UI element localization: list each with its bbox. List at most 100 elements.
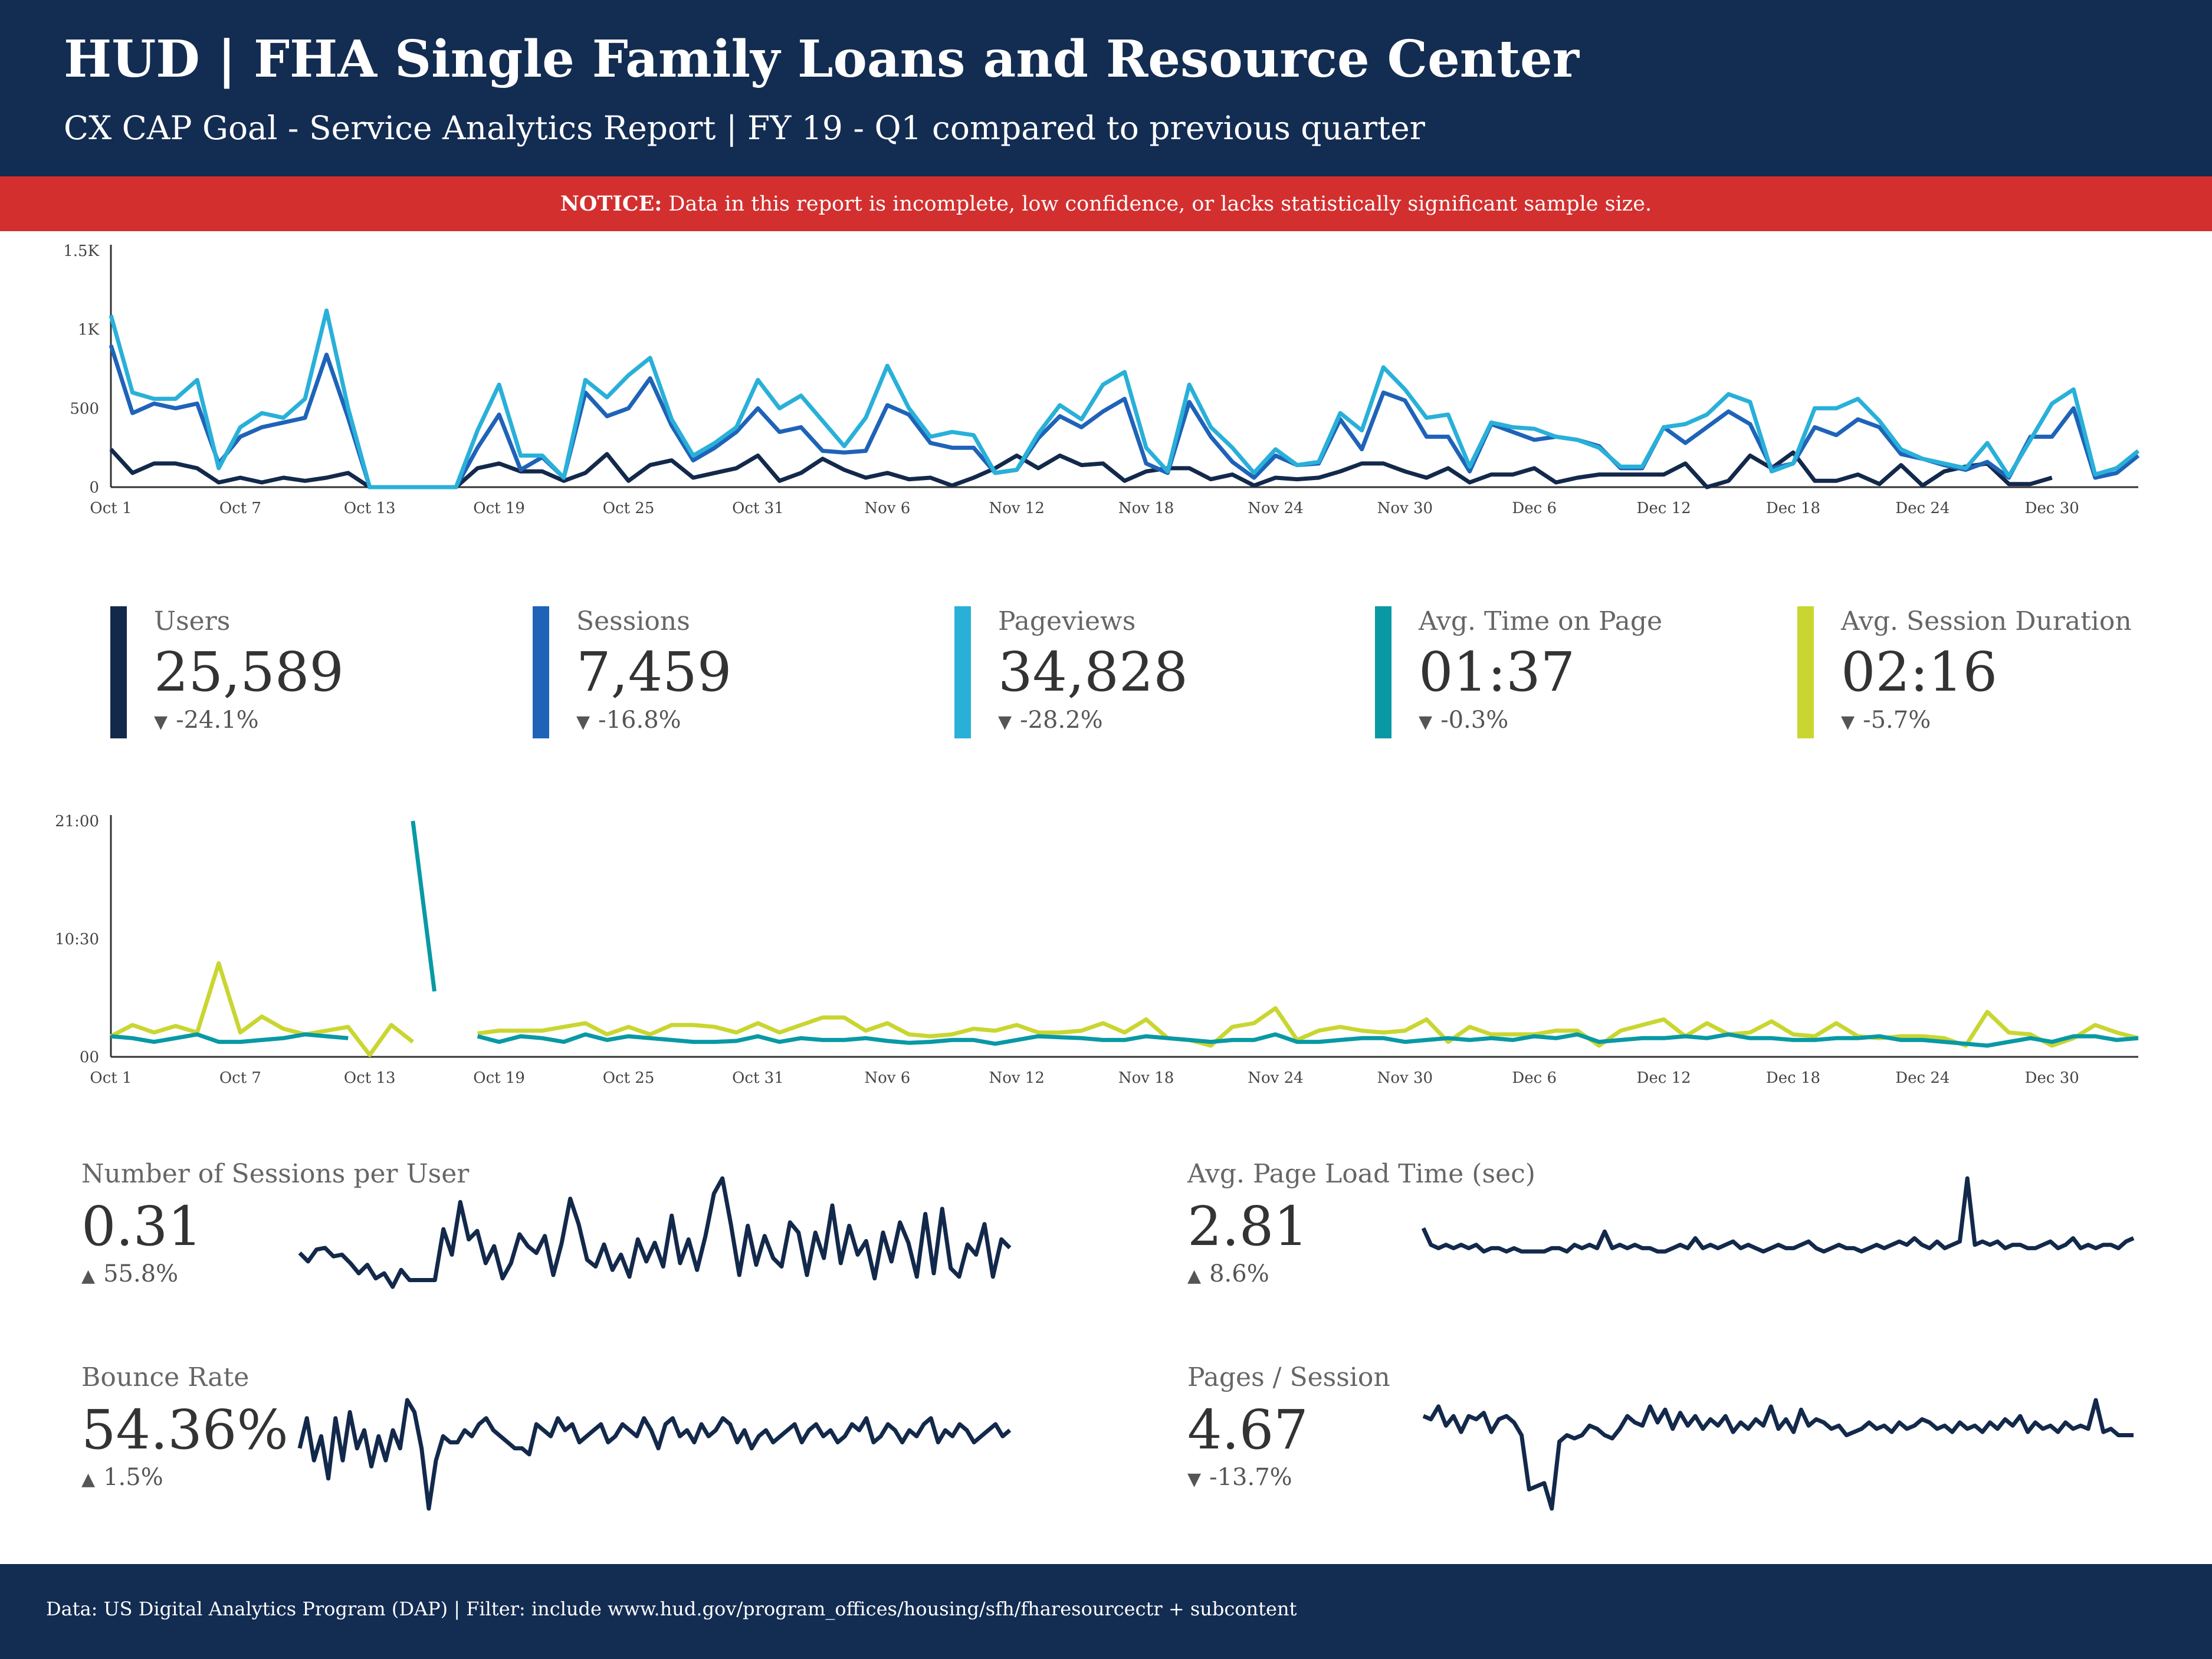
x-tick-label: Oct 19 xyxy=(473,1069,525,1087)
x-tick-label: Nov 24 xyxy=(1248,1069,1303,1087)
y-tick-label: 00 xyxy=(80,1049,99,1066)
page-subtitle: CX CAP Goal - Service Analytics Report |… xyxy=(64,109,1425,147)
kpi-change: ▼ -0.3% xyxy=(1419,707,1509,734)
kpi-color-bar xyxy=(954,606,971,738)
arrow-down-icon: ▼ xyxy=(1841,712,1855,732)
x-tick-label: Nov 30 xyxy=(1377,500,1433,517)
x-tick-label: Nov 6 xyxy=(864,500,910,517)
metric-pages-per-session: Pages / Session 4.67 ▼ -13.7% xyxy=(1187,1362,1471,1491)
series-line-users xyxy=(109,448,2053,490)
arrow-down-icon: ▼ xyxy=(1419,712,1433,732)
kpi-label: Avg. Session Duration xyxy=(1841,606,2132,636)
x-tick-label: Dec 18 xyxy=(1766,500,1820,517)
x-tick-label: Dec 30 xyxy=(2025,1069,2079,1087)
kpi-color-bar xyxy=(533,606,549,738)
traffic-line-chart: 0 500 1K 1.5K Oct 1 Oct 7 Oct 13 Oct 19 Oct 25 Oc… xyxy=(63,242,2140,517)
x-tick-label: Dec 24 xyxy=(1895,500,1950,517)
kpi-change: ▼ -28.2% xyxy=(998,707,1103,734)
kpi-value: 01:37 xyxy=(1419,640,1576,704)
kpi-label: Pageviews xyxy=(998,606,1136,636)
report-footer: Data: US Digital Analytics Program (DAP)… xyxy=(0,1564,2212,1659)
y-tick-label: 10:30 xyxy=(55,931,99,948)
kpi-value: 7,459 xyxy=(576,640,732,704)
metric-label: Bounce Rate xyxy=(81,1362,250,1392)
arrow-up-icon: ▲ xyxy=(81,1469,96,1490)
x-tick-label: Nov 30 xyxy=(1377,1069,1433,1087)
series-line-avg-time-on-page xyxy=(110,820,2139,1048)
kpi-value: 25,589 xyxy=(154,640,344,704)
report-header: HUD | FHA Single Family Loans and Resour… xyxy=(0,0,2212,176)
y-tick-label: 1.5K xyxy=(63,242,99,260)
metric-bounce-rate: Bounce Rate 54.36% ▲ 1.5% xyxy=(81,1362,365,1491)
data-source-note: Data: US Digital Analytics Program (DAP)… xyxy=(46,1598,1297,1620)
notice-banner: NOTICE: Data in this report is incomplet… xyxy=(0,176,2212,231)
bounce-rate-sparkline xyxy=(297,1398,1012,1511)
x-tick-label: Nov 12 xyxy=(989,1069,1044,1087)
x-tick-label: Oct 19 xyxy=(473,500,525,517)
arrow-down-icon: ▼ xyxy=(576,712,590,732)
x-tick-label: Oct 13 xyxy=(344,500,396,517)
sparkline-path xyxy=(297,1398,1012,1511)
x-tick-label: Oct 7 xyxy=(219,1069,261,1087)
kpi-card: Avg. Time on Page 01:37 ▼ -0.3% xyxy=(1375,606,1729,738)
kpi-label: Sessions xyxy=(576,606,690,636)
kpi-card: Pageviews 34,828 ▼ -28.2% xyxy=(954,606,1308,738)
metric-change: ▲ 8.6% xyxy=(1187,1260,1269,1287)
x-tick-label: Nov 24 xyxy=(1248,500,1303,517)
duration-line-chart: 00 10:30 21:00 Oct 1 Oct 7 Oct 13 Oct 19 Oct 25… xyxy=(55,813,2139,1087)
metric-value: 0.31 xyxy=(81,1195,202,1258)
x-tick-label: Nov 18 xyxy=(1118,500,1174,517)
x-tick-label: Nov 6 xyxy=(864,1069,910,1087)
metric-change: ▲ 55.8% xyxy=(81,1260,179,1287)
x-tick-label: Oct 13 xyxy=(344,1069,396,1087)
x-tick-label: Dec 24 xyxy=(1895,1069,1950,1087)
notice-text: Data in this report is incomplete, low c… xyxy=(662,192,1652,216)
y-tick-label: 21:00 xyxy=(55,813,99,830)
page-load-time-sparkline xyxy=(1421,1176,2135,1254)
x-tick-label: Dec 6 xyxy=(1512,500,1557,517)
x-tick-label: Nov 18 xyxy=(1118,1069,1174,1087)
series-line-sessions xyxy=(109,344,2140,490)
sessions-per-user-sparkline xyxy=(298,1176,1012,1289)
x-tick-label: Oct 7 xyxy=(219,500,261,517)
notice-label: NOTICE: xyxy=(560,192,662,216)
pages-per-session-sparkline xyxy=(1422,1398,2134,1511)
x-tick-label: Dec 6 xyxy=(1512,1069,1557,1087)
metric-value: 2.81 xyxy=(1187,1195,1308,1258)
x-tick-label: Dec 12 xyxy=(1637,1069,1691,1087)
kpi-card: Users 25,589 ▼ -24.1% xyxy=(110,606,464,738)
kpi-card: Sessions 7,459 ▼ -16.8% xyxy=(533,606,887,738)
y-tick-label: 500 xyxy=(70,400,99,418)
y-tick-label: 0 xyxy=(89,479,99,497)
sparkline-path xyxy=(1421,1176,2135,1254)
kpi-card: Avg. Session Duration 02:16 ▼ -5.7% xyxy=(1797,606,2151,738)
kpi-value: 02:16 xyxy=(1841,640,1998,704)
kpi-change: ▼ -24.1% xyxy=(154,707,259,734)
arrow-up-icon: ▲ xyxy=(1187,1266,1202,1286)
kpi-label: Users xyxy=(154,606,231,636)
kpi-label: Avg. Time on Page xyxy=(1419,606,1663,636)
x-tick-label: Oct 25 xyxy=(603,500,655,517)
kpi-color-bar xyxy=(110,606,127,738)
x-tick-label: Nov 12 xyxy=(989,500,1044,517)
metric-value: 4.67 xyxy=(1187,1398,1308,1461)
x-tick-label: Dec 18 xyxy=(1766,1069,1820,1087)
x-tick-label: Dec 12 xyxy=(1637,500,1691,517)
kpi-color-bar xyxy=(1375,606,1391,738)
x-tick-label: Oct 1 xyxy=(90,1069,132,1087)
arrow-down-icon: ▼ xyxy=(154,712,168,732)
x-tick-label: Oct 25 xyxy=(603,1069,655,1087)
arrow-down-icon: ▼ xyxy=(998,712,1012,732)
kpi-value: 34,828 xyxy=(998,640,1188,704)
series-line-pageviews xyxy=(109,308,2140,490)
metric-label: Pages / Session xyxy=(1187,1362,1390,1392)
sparkline-path xyxy=(298,1176,1012,1289)
arrow-up-icon: ▲ xyxy=(81,1266,96,1286)
metric-change: ▼ -13.7% xyxy=(1187,1464,1292,1491)
x-tick-label: Oct 31 xyxy=(732,1069,784,1087)
kpi-color-bar xyxy=(1797,606,1814,738)
sparkline-path xyxy=(1422,1398,2134,1511)
y-tick-label: 1K xyxy=(78,321,100,339)
page-title: HUD | FHA Single Family Loans and Resour… xyxy=(64,29,1580,89)
metric-value: 54.36% xyxy=(81,1398,288,1461)
